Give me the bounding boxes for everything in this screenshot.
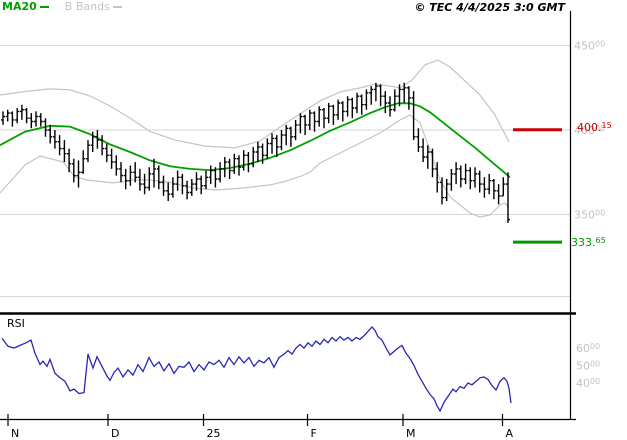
month-label: A xyxy=(506,427,514,440)
legend-ma20-label: MA20 xyxy=(2,0,37,13)
bollinger-lower-line xyxy=(0,114,510,218)
price-level-label: 333.65 xyxy=(571,236,606,249)
bollinger-upper-line xyxy=(0,59,510,149)
ma20-line xyxy=(0,102,511,178)
month-label: D xyxy=(111,427,119,440)
month-label: N xyxy=(11,427,19,440)
legend-bbands-label: B Bands xyxy=(64,0,110,13)
rsi-axis-label: 4000 xyxy=(576,377,600,390)
copyright-text: © TEC 4/4/2025 3:0 GMT xyxy=(414,1,565,14)
month-label: 25 xyxy=(207,427,221,440)
legend-bbands-swatch xyxy=(112,5,122,8)
month-label: M xyxy=(406,427,416,440)
price-axis-label: 35000 xyxy=(574,209,605,222)
price-level-label: 400.15 xyxy=(577,121,612,134)
candlesticks xyxy=(1,82,510,223)
legend-ma20-swatch xyxy=(39,5,49,8)
rsi-axis-label: 6000 xyxy=(576,342,600,355)
rsi-axis-label: 5000 xyxy=(576,360,600,373)
rsi-pane-label: RSI xyxy=(7,317,25,330)
price-axis-label: 45000 xyxy=(574,40,605,53)
price-axis-label: 40000 xyxy=(574,124,605,137)
month-label: F xyxy=(311,427,317,440)
legend: MA20 B Bands xyxy=(2,0,122,13)
rsi-line xyxy=(1,326,512,413)
